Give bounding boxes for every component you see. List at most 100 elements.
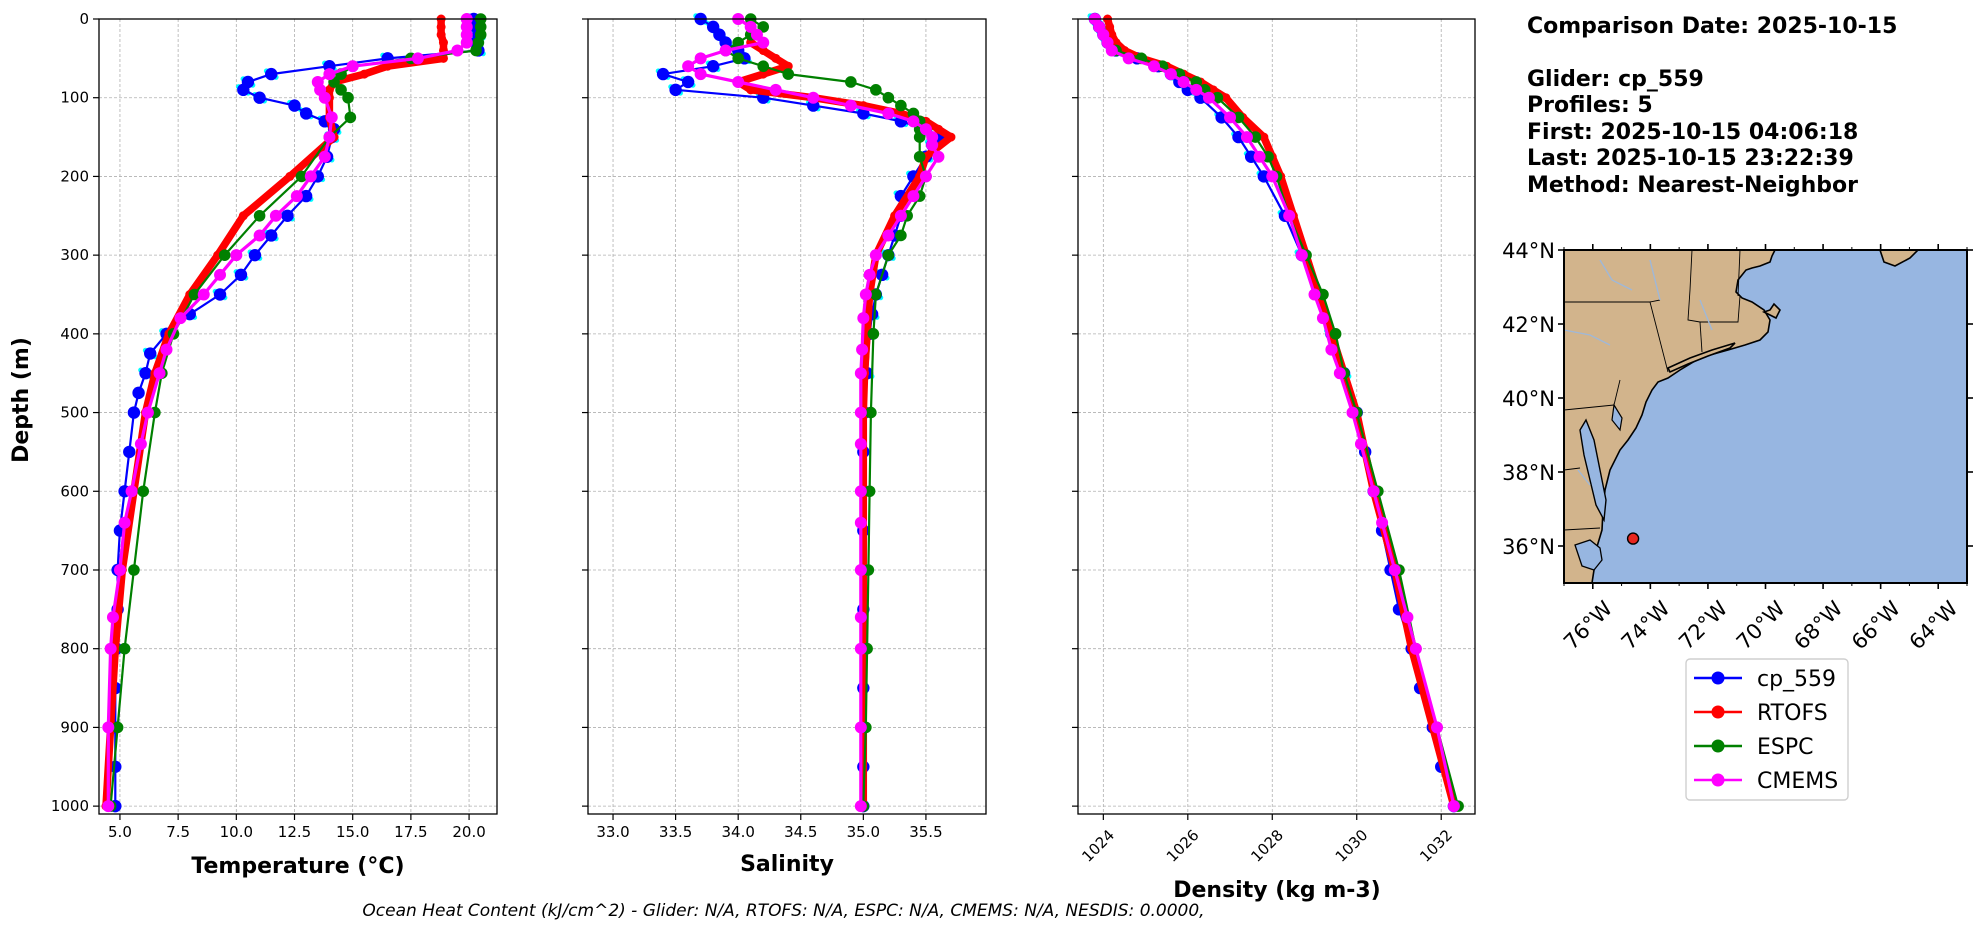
data-point-cp_559 (123, 445, 136, 459)
data-point-rtofs (324, 85, 334, 95)
y-tick-label: 400 (60, 325, 89, 343)
data-point-cmems (118, 516, 131, 529)
data-point-espc (870, 288, 882, 301)
data-point-cmems (869, 249, 882, 262)
data-point-rtofs (946, 132, 956, 142)
data-point-cmems (1333, 367, 1346, 380)
data-point-cmems (230, 249, 243, 262)
y-tick-label: 500 (60, 404, 89, 422)
data-point-cmems (197, 288, 210, 301)
data-point-espc (111, 721, 124, 734)
x-tick-label: 1028 (1247, 826, 1287, 866)
data-point-espc (253, 209, 266, 222)
data-point-cmems (1240, 131, 1253, 144)
data-point-cmems (1409, 642, 1422, 655)
data-point-espc (867, 328, 880, 340)
legend-marker (1711, 739, 1725, 753)
data-point-espc (1232, 111, 1245, 124)
data-point-espc (295, 170, 308, 183)
data-point-cmems (854, 485, 867, 498)
data-point-cp_559 (681, 75, 695, 89)
data-point-espc (882, 91, 895, 104)
data-point-cmems (253, 229, 266, 242)
axes-frame (1077, 18, 1476, 815)
lon-tick-label: 70°W (1732, 596, 1790, 654)
data-point-cmems (113, 563, 126, 576)
data-point-espc (865, 406, 877, 419)
x-tick-label: 12.5 (278, 823, 311, 841)
data-point-espc (1317, 288, 1329, 301)
x-tick-label: 33.0 (596, 823, 629, 841)
lat-tick-label: 42°N (1502, 313, 1555, 337)
data-point-espc (335, 84, 347, 96)
data-point-cp_559 (299, 189, 313, 203)
data-point-cmems (1295, 249, 1308, 262)
map-chesapeake (1579, 418, 1607, 523)
data-point-cmems (346, 60, 359, 73)
lon-tick-label: 72°W (1674, 596, 1732, 654)
data-point-cmems (859, 288, 872, 301)
lat-tick-label: 38°N (1502, 461, 1555, 485)
data-point-cmems (769, 83, 782, 96)
lat-tick-label: 40°N (1502, 387, 1555, 411)
x-tick-label: 1026 (1163, 826, 1203, 866)
data-point-cp_559 (265, 67, 278, 81)
data-point-cmems (125, 485, 138, 498)
map-pamlico-sound (1574, 539, 1603, 571)
data-point-cmems (854, 367, 867, 380)
y-tick-label: 700 (60, 561, 89, 579)
data-point-rtofs (436, 22, 446, 32)
lon-tick-label: 76°W (1559, 596, 1617, 654)
temperature-axis-label: Temperature (°C) (191, 854, 404, 879)
x-tick-label: 1024 (1078, 826, 1118, 866)
data-point-cmems (682, 60, 695, 73)
data-point-cp_559 (1232, 130, 1245, 144)
data-point-cmems (1308, 288, 1321, 301)
data-point-cmems (1266, 170, 1279, 183)
data-point-cp_559 (127, 406, 141, 419)
data-point-rtofs (438, 53, 448, 63)
data-point-cmems (1388, 563, 1401, 576)
data-point-rtofs (1221, 93, 1231, 103)
density-panel: 1024 1026 1028 1030 1032 (1072, 12, 1476, 866)
salinity-axis-label: Salinity (740, 852, 834, 877)
data-point-cmems (844, 99, 857, 112)
data-point-espc (870, 84, 882, 96)
axes-frame (98, 18, 498, 815)
first-time: First: 2025-10-15 04:06:18 (1527, 119, 1859, 145)
data-point-espc (1262, 150, 1274, 163)
data-point-espc (1211, 91, 1224, 104)
data-point-cp_559 (669, 83, 682, 97)
lon-tick-label: 74°W (1617, 596, 1675, 654)
data-point-cmems (1376, 516, 1389, 529)
y-tick-label: 100 (60, 89, 89, 107)
data-point-cmems (323, 131, 336, 144)
data-point-espc (757, 60, 770, 73)
x-tick-label: 15.0 (336, 823, 369, 841)
data-point-cmems (919, 170, 932, 183)
data-point-cmems (732, 75, 745, 88)
data-point-rtofs (383, 61, 393, 71)
data-point-cmems (1325, 343, 1338, 356)
data-point-cmems (1354, 438, 1367, 451)
data-point-cp_559 (656, 67, 670, 81)
data-point-espc (188, 288, 201, 301)
legend-label: RTOFS (1757, 701, 1828, 726)
x-tick-label: 1032 (1416, 826, 1456, 866)
x-tick-label: 5.0 (108, 823, 132, 841)
data-point-cmems (174, 312, 187, 325)
last-time: Last: 2025-10-15 23:22:39 (1527, 146, 1854, 171)
data-point-rtofs (783, 61, 793, 71)
legend-frame (1685, 658, 1849, 801)
data-point-espc (1329, 328, 1342, 340)
data-point-cp_559 (237, 83, 250, 97)
data-point-espc (895, 99, 907, 112)
x-tick-label: 10.0 (220, 823, 253, 841)
data-point-cmems (102, 800, 115, 813)
data-point-cmems (451, 44, 464, 57)
y-tick-label: 900 (60, 718, 89, 736)
data-point-cmems (290, 190, 303, 203)
data-point-cmems (141, 406, 154, 419)
x-tick-label: 34.0 (721, 823, 754, 841)
